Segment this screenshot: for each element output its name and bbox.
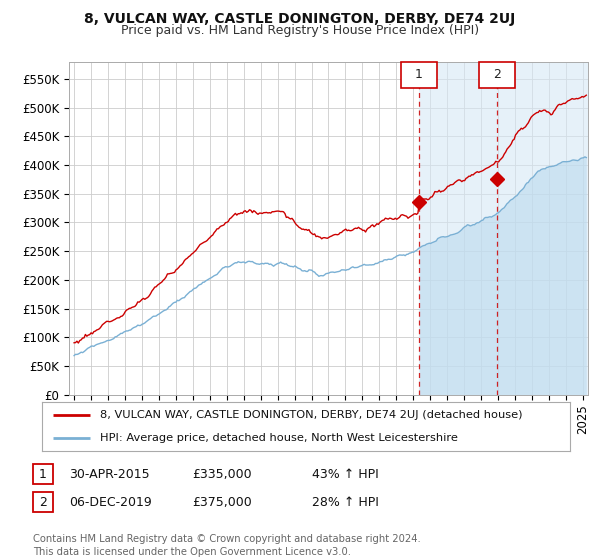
FancyBboxPatch shape <box>401 62 437 88</box>
Text: 8, VULCAN WAY, CASTLE DONINGTON, DERBY, DE74 2UJ (detached house): 8, VULCAN WAY, CASTLE DONINGTON, DERBY, … <box>100 410 523 421</box>
Text: 30-APR-2015: 30-APR-2015 <box>69 468 149 481</box>
Text: Price paid vs. HM Land Registry's House Price Index (HPI): Price paid vs. HM Land Registry's House … <box>121 24 479 36</box>
Text: HPI: Average price, detached house, North West Leicestershire: HPI: Average price, detached house, Nort… <box>100 433 458 444</box>
Text: 1: 1 <box>39 468 47 481</box>
Text: 43% ↑ HPI: 43% ↑ HPI <box>312 468 379 481</box>
Text: 28% ↑ HPI: 28% ↑ HPI <box>312 496 379 509</box>
Text: 8, VULCAN WAY, CASTLE DONINGTON, DERBY, DE74 2UJ: 8, VULCAN WAY, CASTLE DONINGTON, DERBY, … <box>85 12 515 26</box>
Text: £375,000: £375,000 <box>192 496 252 509</box>
Text: 2: 2 <box>493 68 500 81</box>
Text: £335,000: £335,000 <box>192 468 251 481</box>
Text: 06-DEC-2019: 06-DEC-2019 <box>69 496 152 509</box>
Text: Contains HM Land Registry data © Crown copyright and database right 2024.
This d: Contains HM Land Registry data © Crown c… <box>33 534 421 557</box>
Text: 1: 1 <box>415 68 423 81</box>
Text: 2: 2 <box>39 496 47 509</box>
FancyBboxPatch shape <box>479 62 515 88</box>
Bar <box>419 62 600 395</box>
